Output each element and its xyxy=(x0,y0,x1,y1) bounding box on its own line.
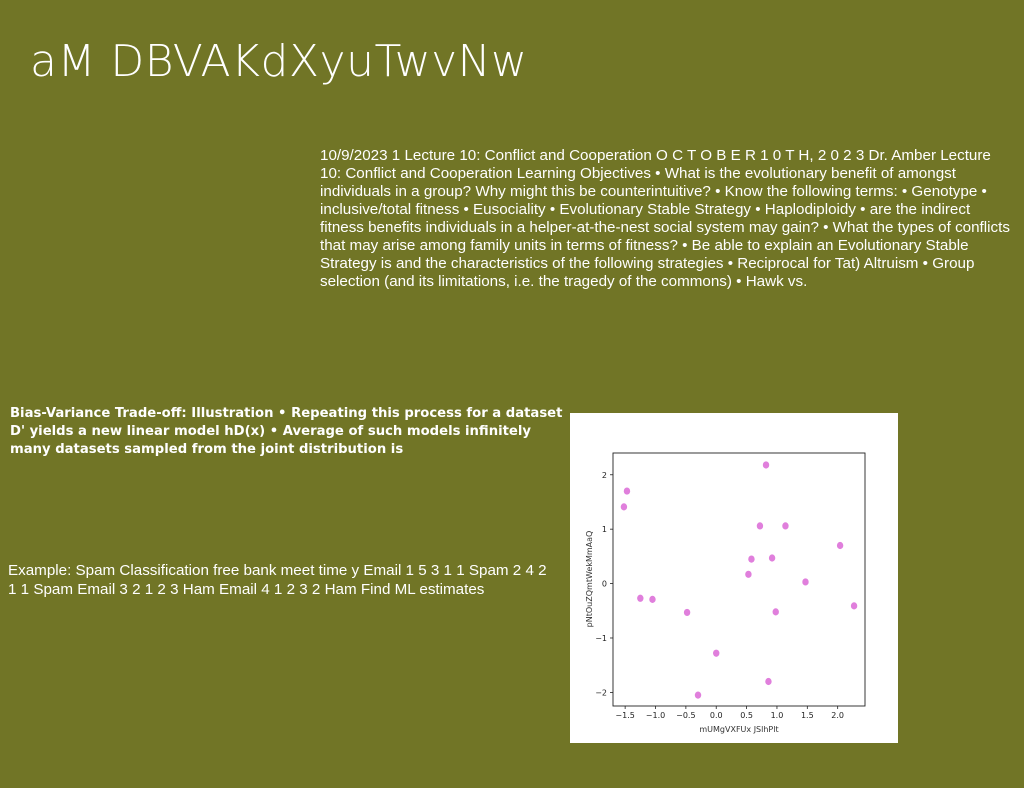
scatter-point xyxy=(782,522,789,530)
scatter-point xyxy=(772,608,779,616)
y-tick-label: 0 xyxy=(602,580,607,589)
scatter-point xyxy=(762,461,770,469)
scatter-point xyxy=(649,595,656,603)
x-tick-label: 2.0 xyxy=(831,711,844,720)
scatter-plot: −1.5 −1.0 −0.5 0.0 0.5 1.0 1.5 2.0 2 1 0 −1 −2 mUMg… xyxy=(585,452,866,734)
bias-variance-text: Bias-Variance Trade-off: Illustration • … xyxy=(10,406,563,457)
scatter-point xyxy=(745,570,752,578)
x-tick-label: −0.5 xyxy=(676,711,695,720)
scatter-point xyxy=(713,649,720,657)
scatter-point xyxy=(765,677,772,686)
y-tick-label: 2 xyxy=(602,471,607,480)
scatter-point xyxy=(850,602,858,610)
plot-frame xyxy=(612,452,866,707)
x-tick-label: 1.0 xyxy=(771,711,784,720)
y-tick-label: 1 xyxy=(602,525,607,534)
scatter-point xyxy=(756,522,764,530)
x-tick-label: −1.0 xyxy=(646,711,665,720)
scatter-point xyxy=(637,594,644,602)
x-tick-label: 0.5 xyxy=(740,711,753,720)
scatter-point xyxy=(802,578,809,586)
x-tick-label: −1.5 xyxy=(615,711,634,720)
scatter-point xyxy=(620,503,628,511)
x-axis-ticks: −1.5 −1.0 −0.5 0.0 0.5 1.0 1.5 2.0 xyxy=(615,706,844,720)
scatter-points xyxy=(620,461,858,699)
spam-example-text: Example: Spam Classification free bank m… xyxy=(8,562,547,598)
y-axis-ticks: 2 1 0 −1 −2 xyxy=(595,471,613,697)
y-tick-label: −1 xyxy=(595,634,607,643)
x-tick-label: 0.0 xyxy=(710,711,723,720)
scatter-point xyxy=(748,555,755,563)
y-tick-label: −2 xyxy=(595,688,607,697)
scatter-point xyxy=(623,487,631,495)
scatter-point xyxy=(694,691,702,699)
scatter-point xyxy=(683,608,691,617)
lecture-objectives-text: 10/9/2023 1 Lecture 10: Conflict and Coo… xyxy=(320,147,1010,290)
x-axis-label: mUMgVXFUx JSlhPlt xyxy=(699,725,778,734)
x-tick-label: 1.5 xyxy=(801,711,814,720)
scatter-point xyxy=(768,554,776,562)
slide-title: aM DBVAKdXyuTwvNw xyxy=(30,36,528,87)
y-axis-label: pNtOuZQmtWekMmAaQ xyxy=(585,531,594,628)
scatter-point xyxy=(836,541,844,550)
scatter-plot-image: −1.5 −1.0 −0.5 0.0 0.5 1.0 1.5 2.0 2 1 0 −1 −2 mUMg… xyxy=(570,413,898,743)
